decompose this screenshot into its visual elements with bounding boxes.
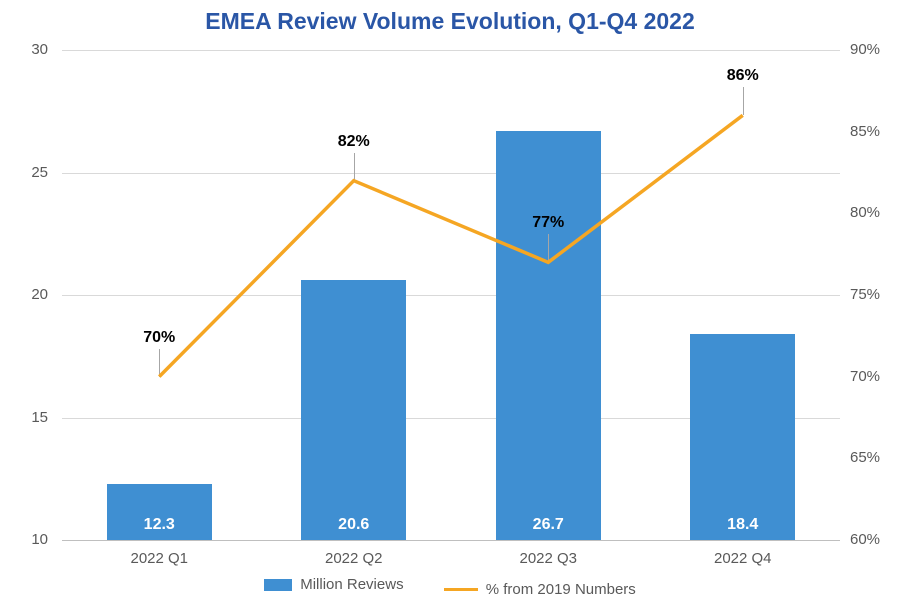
y-right-tick: 85% xyxy=(850,123,880,140)
legend-swatch-line xyxy=(444,588,478,591)
y-right-tick: 90% xyxy=(850,41,880,58)
legend: Million Reviews % from 2019 Numbers xyxy=(0,576,900,598)
y-left-tick: 20 xyxy=(0,286,48,303)
y-left-tick: 25 xyxy=(0,164,48,181)
legend-label-bars: Million Reviews xyxy=(300,576,403,593)
line-point-label: 77% xyxy=(532,214,564,232)
y-right-tick: 75% xyxy=(850,286,880,303)
y-right-tick: 80% xyxy=(850,204,880,221)
y-left-tick: 30 xyxy=(0,41,48,58)
x-axis-label: 2022 Q3 xyxy=(519,550,577,567)
legend-item-line: % from 2019 Numbers xyxy=(444,581,636,598)
y-right-tick: 60% xyxy=(850,531,880,548)
line-point-label: 82% xyxy=(338,133,370,151)
legend-item-bars: Million Reviews xyxy=(264,576,403,593)
y-left-tick: 15 xyxy=(0,409,48,426)
gridline xyxy=(62,540,840,541)
plot-area: 12.320.626.718.470%82%77%86% xyxy=(62,50,840,540)
chart-container: EMEA Review Volume Evolution, Q1-Q4 2022… xyxy=(0,0,900,610)
chart-title: EMEA Review Volume Evolution, Q1-Q4 2022 xyxy=(0,8,900,35)
legend-label-line: % from 2019 Numbers xyxy=(486,581,636,598)
y-right-tick: 70% xyxy=(850,368,880,385)
y-left-tick: 10 xyxy=(0,531,48,548)
y-right-tick: 65% xyxy=(850,449,880,466)
line-point-label: 86% xyxy=(727,67,759,85)
x-axis-label: 2022 Q2 xyxy=(325,550,383,567)
x-axis-label: 2022 Q1 xyxy=(130,550,188,567)
x-axis-label: 2022 Q4 xyxy=(714,550,772,567)
line-point-label: 70% xyxy=(143,329,175,347)
line-series xyxy=(62,50,840,540)
legend-swatch-bars xyxy=(264,579,292,591)
